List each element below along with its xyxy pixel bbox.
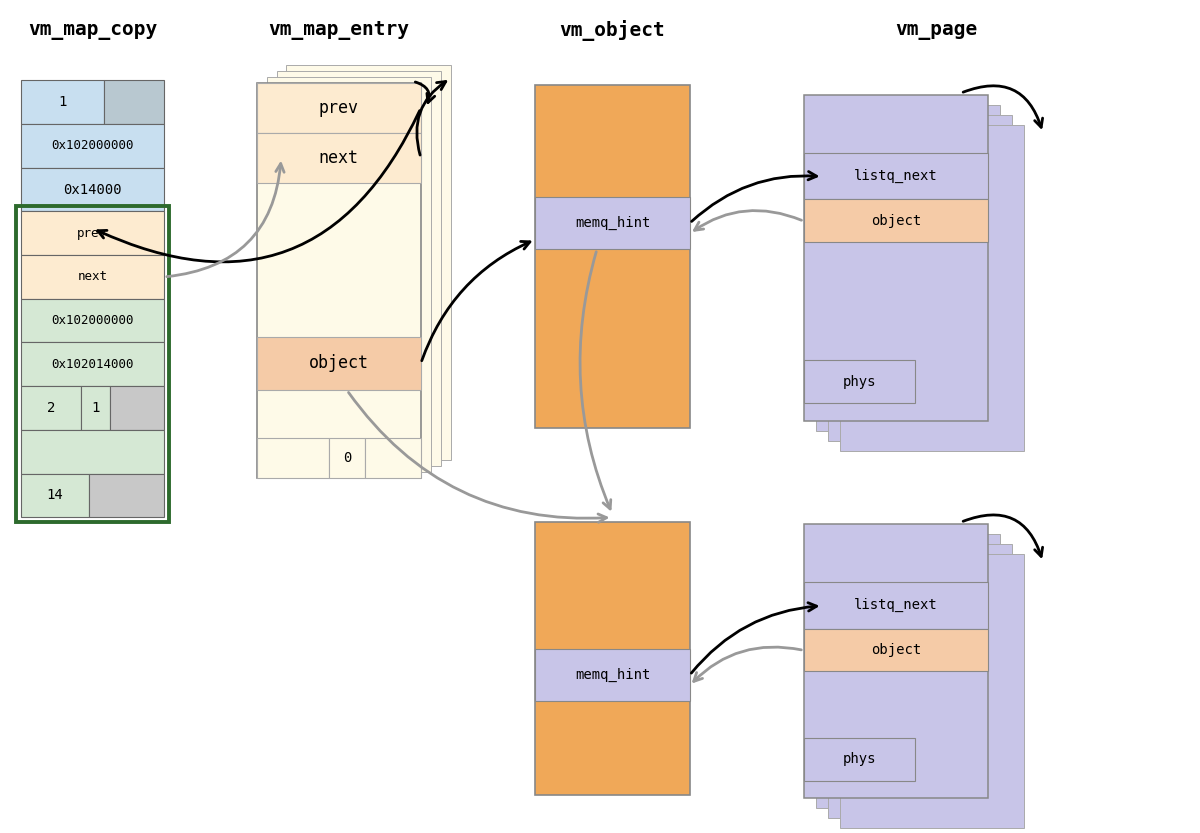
Text: prev: prev — [77, 227, 107, 240]
Text: 1: 1 — [91, 401, 100, 415]
Text: object: object — [308, 354, 368, 372]
Bar — [109, 387, 164, 430]
Bar — [365, 438, 421, 477]
Text: object: object — [871, 214, 922, 227]
Text: object: object — [871, 643, 922, 657]
Bar — [20, 212, 164, 255]
Bar — [535, 197, 690, 249]
Bar — [804, 152, 988, 199]
Text: listq_next: listq_next — [854, 169, 938, 183]
Bar — [816, 105, 1000, 431]
Bar — [16, 207, 169, 522]
Bar — [804, 582, 988, 629]
Bar — [257, 83, 421, 477]
Bar — [20, 387, 80, 430]
Bar — [804, 738, 914, 781]
Text: 0x102000000: 0x102000000 — [52, 314, 133, 327]
Bar — [804, 95, 988, 421]
Text: 0x102014000: 0x102014000 — [52, 358, 133, 371]
Bar — [535, 650, 690, 701]
Text: 2: 2 — [47, 401, 55, 415]
Text: vm_object: vm_object — [559, 20, 665, 41]
Bar — [257, 337, 421, 390]
Bar — [257, 133, 421, 182]
Bar — [80, 387, 109, 430]
Text: 0: 0 — [343, 451, 352, 465]
Bar — [828, 544, 1012, 818]
Text: next: next — [77, 271, 107, 283]
Bar — [276, 72, 440, 466]
Bar — [816, 534, 1000, 808]
Bar — [828, 115, 1012, 441]
Bar — [804, 524, 988, 799]
Bar — [20, 255, 164, 299]
Bar — [535, 85, 690, 428]
Text: prev: prev — [319, 99, 359, 117]
Text: 0x14000: 0x14000 — [64, 182, 121, 197]
Bar — [329, 438, 365, 477]
Bar — [20, 342, 164, 387]
Bar — [104, 80, 164, 124]
Bar — [287, 65, 451, 460]
Text: memq_hint: memq_hint — [575, 668, 650, 682]
Bar — [20, 124, 164, 167]
Bar — [20, 474, 90, 517]
Bar — [266, 77, 431, 471]
Bar — [257, 83, 421, 133]
Text: 14: 14 — [47, 488, 64, 502]
Bar — [535, 522, 690, 796]
Text: 0x102000000: 0x102000000 — [52, 139, 133, 152]
Bar — [840, 554, 1024, 828]
Text: 1: 1 — [58, 95, 66, 109]
Bar — [90, 474, 164, 517]
Bar — [840, 125, 1024, 451]
Text: phys: phys — [842, 375, 876, 389]
Bar — [804, 629, 988, 671]
Bar — [20, 299, 164, 342]
Text: vm_map_entry: vm_map_entry — [269, 21, 409, 40]
Bar — [20, 167, 164, 212]
Bar — [804, 199, 988, 242]
Bar — [257, 438, 329, 477]
Text: listq_next: listq_next — [854, 598, 938, 612]
Text: memq_hint: memq_hint — [575, 217, 650, 231]
Bar — [20, 80, 104, 124]
Bar — [804, 361, 914, 403]
Text: phys: phys — [842, 752, 876, 766]
Bar — [20, 430, 164, 474]
Text: next: next — [319, 149, 359, 167]
Text: vm_page: vm_page — [895, 21, 977, 40]
Text: vm_map_copy: vm_map_copy — [28, 21, 157, 40]
